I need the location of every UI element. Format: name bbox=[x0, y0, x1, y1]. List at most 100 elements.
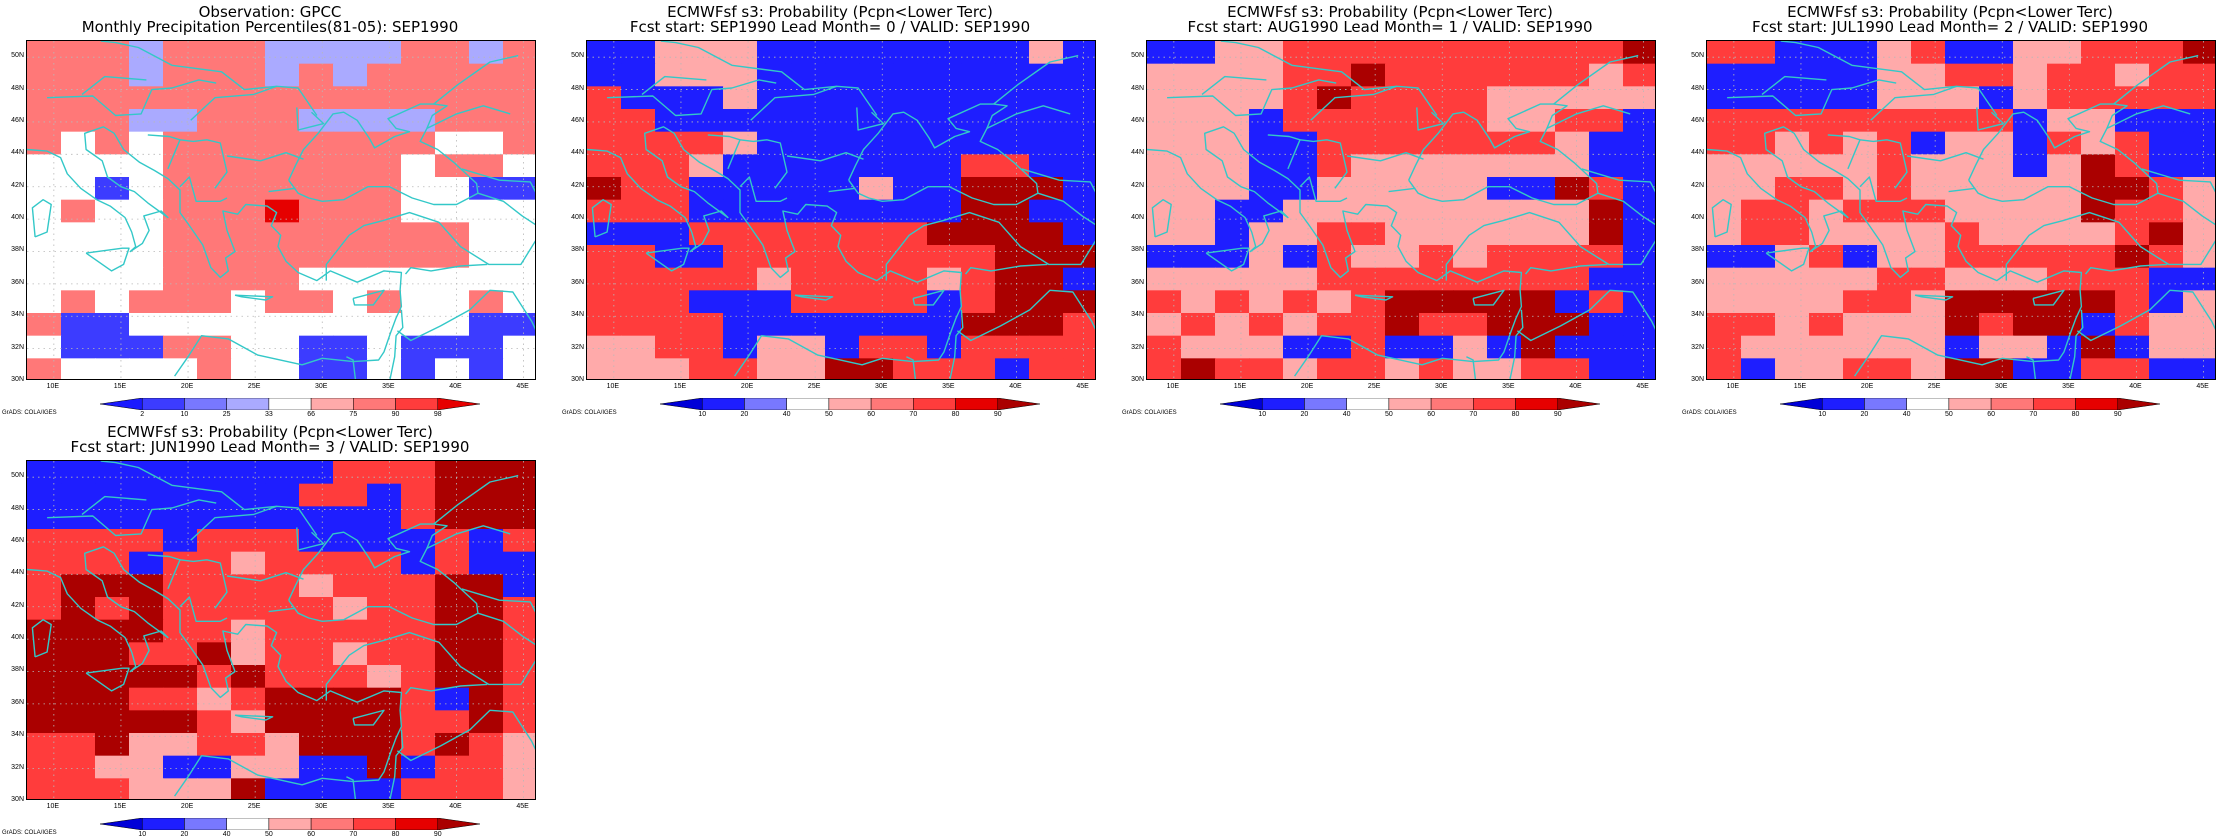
map-cell bbox=[791, 41, 826, 65]
map-cell bbox=[1385, 86, 1420, 110]
chart-title: ECMWFsf s3: Probability (Pcpn<Lower Terc… bbox=[107, 423, 433, 441]
map-cell bbox=[265, 551, 300, 575]
map-cell bbox=[1945, 245, 1980, 269]
map-cell bbox=[27, 154, 62, 178]
coastline bbox=[226, 151, 304, 162]
colorbar-swatch bbox=[1430, 398, 1474, 410]
map-cell bbox=[2081, 199, 2116, 223]
map-cell bbox=[1181, 154, 1216, 178]
map-cell bbox=[2183, 86, 2215, 110]
longitude-label: 20E bbox=[180, 803, 194, 810]
coastline bbox=[1524, 263, 1608, 275]
map-cell bbox=[95, 154, 130, 178]
map-cell bbox=[1249, 335, 1284, 359]
map-cell bbox=[791, 63, 826, 87]
map-cell bbox=[299, 461, 334, 485]
map-cell bbox=[1945, 335, 1980, 359]
map-cell bbox=[1775, 86, 1810, 110]
map-cell bbox=[1843, 41, 1878, 65]
map-cell bbox=[1877, 313, 1912, 337]
map-cell bbox=[961, 177, 996, 201]
map-cell bbox=[299, 506, 334, 530]
map-cell bbox=[1351, 177, 1386, 201]
map-cell bbox=[1419, 199, 1454, 223]
map-cell bbox=[1351, 358, 1386, 379]
map-cell bbox=[163, 506, 198, 530]
coastline bbox=[147, 134, 181, 141]
map-cell bbox=[61, 461, 96, 485]
map-cell bbox=[927, 358, 962, 379]
map-cell bbox=[1419, 222, 1454, 246]
map-cell bbox=[197, 733, 232, 757]
coastline bbox=[389, 729, 404, 799]
map-area bbox=[26, 40, 536, 380]
map-cell bbox=[1555, 177, 1590, 201]
map-cell bbox=[231, 733, 266, 757]
map-cell bbox=[1911, 131, 1946, 155]
map-cell bbox=[469, 506, 504, 530]
map-cell bbox=[1589, 199, 1624, 223]
map-cell bbox=[1317, 131, 1352, 155]
map-cell bbox=[1385, 290, 1420, 314]
map-cell bbox=[1283, 290, 1318, 314]
map-cell bbox=[757, 222, 792, 246]
map-cell bbox=[197, 177, 232, 201]
map-cell bbox=[435, 687, 470, 711]
map-cell bbox=[689, 199, 724, 223]
map-cell bbox=[1283, 86, 1318, 110]
map-cell bbox=[61, 313, 96, 337]
map-cell bbox=[2115, 358, 2150, 379]
map-cell bbox=[1147, 154, 1182, 178]
map-cell bbox=[1809, 63, 1844, 87]
colorbar-label: 90 bbox=[391, 411, 400, 418]
map-cell bbox=[1453, 41, 1488, 65]
map-cell bbox=[231, 755, 266, 779]
map-cell bbox=[1249, 86, 1284, 110]
map-cell bbox=[927, 41, 962, 65]
map-cell bbox=[1979, 63, 2014, 87]
map-cell bbox=[197, 710, 232, 734]
map-cell bbox=[1317, 267, 1352, 291]
map-cell bbox=[961, 245, 996, 269]
map-cell bbox=[1707, 154, 1742, 178]
map-cell bbox=[1215, 131, 1250, 155]
map-area bbox=[26, 460, 536, 800]
coastline bbox=[587, 126, 963, 377]
map-cell bbox=[435, 461, 470, 485]
map-cell bbox=[401, 619, 436, 643]
map-cell bbox=[1555, 358, 1590, 379]
map-cell bbox=[1249, 222, 1284, 246]
map-cell bbox=[1181, 335, 1216, 359]
map-cell bbox=[1809, 41, 1844, 65]
map-cell bbox=[469, 358, 504, 379]
coastline bbox=[1914, 294, 1954, 301]
coastline bbox=[1780, 41, 1998, 116]
panel-observation: Observation: GPCC Monthly Precipitation P… bbox=[0, 0, 560, 420]
map-cell bbox=[825, 335, 860, 359]
map-cell bbox=[1487, 177, 1522, 201]
map-cell bbox=[333, 154, 368, 178]
map-cell bbox=[129, 199, 164, 223]
map-cell bbox=[367, 642, 402, 666]
map-cell bbox=[1487, 313, 1522, 337]
map-cell bbox=[95, 755, 130, 779]
map-cell bbox=[1843, 267, 1878, 291]
map-cell bbox=[2183, 41, 2215, 65]
map-cell bbox=[2047, 222, 2082, 246]
coastline bbox=[81, 75, 147, 95]
map-cell bbox=[893, 199, 928, 223]
map-cell bbox=[401, 755, 436, 779]
coastline bbox=[404, 263, 488, 275]
map-cell bbox=[1249, 199, 1284, 223]
coastline bbox=[433, 54, 519, 105]
map-cell bbox=[1707, 290, 1742, 314]
map-cell bbox=[231, 778, 266, 799]
map-cell bbox=[231, 290, 266, 314]
map-cell bbox=[1317, 154, 1352, 178]
map-cell bbox=[1029, 335, 1064, 359]
latitude-label: 30N bbox=[1131, 376, 1144, 383]
colorbar-label: 60 bbox=[307, 831, 315, 838]
colorbar-label: 40 bbox=[222, 831, 231, 838]
map-cell bbox=[1979, 335, 2014, 359]
map-cell bbox=[27, 665, 62, 689]
